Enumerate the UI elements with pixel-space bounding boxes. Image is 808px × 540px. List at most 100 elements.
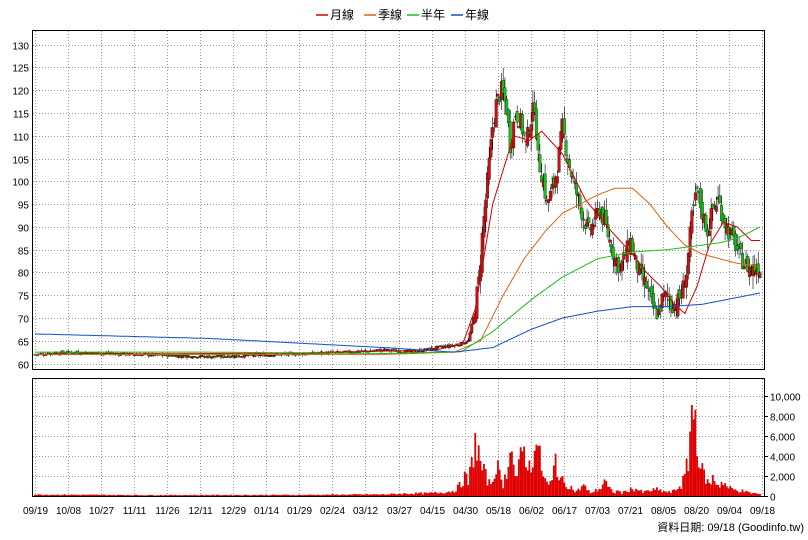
volume-bar — [741, 489, 744, 496]
volume-bar — [374, 494, 377, 496]
candle-body — [562, 118, 566, 135]
volume-bar — [724, 483, 726, 496]
candle-body — [180, 356, 184, 358]
candle-body — [190, 357, 194, 359]
volume-bar — [456, 484, 459, 496]
date-tick-label: 04/15 — [420, 506, 445, 517]
volume-bar — [498, 469, 501, 496]
volume-bar — [196, 495, 199, 496]
volume-bar — [322, 494, 325, 496]
volume-bar — [670, 493, 672, 496]
candle-body — [547, 199, 551, 203]
candle-body — [234, 355, 238, 358]
candle-body — [693, 192, 697, 201]
volume-bar — [296, 495, 298, 496]
volume-bar — [137, 495, 139, 496]
candle-body — [718, 195, 722, 204]
volume-bar — [273, 494, 276, 496]
volume-bar — [582, 484, 585, 496]
volume-bar — [603, 479, 606, 496]
volume-bar — [67, 494, 70, 496]
volume-bar — [287, 494, 290, 496]
volume-bar — [502, 488, 505, 496]
volume-bar — [95, 494, 98, 496]
candle-body — [681, 280, 685, 299]
volume-bar — [463, 471, 466, 496]
volume-bar — [722, 484, 725, 496]
volume-bar — [56, 494, 59, 496]
volume-bar — [184, 495, 187, 496]
volume-panel-frame — [32, 378, 765, 497]
volume-bar — [486, 485, 489, 496]
volume-bar — [212, 494, 215, 496]
candle-body — [209, 356, 213, 359]
volume-bar — [488, 479, 491, 496]
volume-tick-label: 2,000 — [770, 473, 795, 484]
volume-bar — [214, 495, 216, 496]
candle-body — [438, 345, 442, 347]
grid-lines — [33, 31, 764, 496]
volume-bar — [46, 494, 49, 496]
volume-bar — [310, 494, 312, 496]
volume-bar — [680, 488, 683, 496]
volume-bar — [514, 476, 517, 496]
date-tick-label: 05/18 — [486, 506, 511, 517]
legend: 月線 季線 半年 年線 — [316, 7, 489, 22]
volume-bar — [257, 495, 260, 496]
candle-body — [534, 108, 538, 140]
volume-bar — [442, 493, 445, 496]
candle-body — [522, 131, 526, 136]
candle-body — [643, 276, 647, 285]
volume-bar — [593, 491, 595, 496]
volume-bar — [44, 494, 47, 496]
volume-bar — [131, 495, 134, 496]
volume-bar — [481, 470, 484, 496]
candle-body — [604, 209, 608, 225]
volume-bar — [476, 460, 478, 496]
volume-bar — [207, 495, 209, 496]
candle-body — [506, 109, 510, 124]
volume-tick-label: 6,000 — [770, 433, 795, 444]
price-tick-label: 80 — [18, 269, 30, 280]
volume-bar — [746, 491, 749, 496]
volume-bar — [224, 494, 227, 496]
volume-bar — [128, 495, 131, 496]
volume-bar — [299, 494, 302, 496]
date-tick-label: 10/08 — [56, 506, 81, 517]
volume-bar — [512, 464, 515, 496]
candle-body — [617, 257, 620, 274]
legend-label-half: 半年 — [421, 8, 445, 22]
volume-bar — [484, 469, 487, 496]
volume-bar — [718, 487, 721, 496]
price-tick-label: 65 — [18, 338, 30, 349]
volume-bar — [518, 459, 520, 496]
volume-bar — [100, 494, 103, 496]
candle-body — [503, 87, 507, 102]
volume-bar — [608, 486, 611, 496]
volume-bar — [255, 495, 258, 496]
candle-body — [398, 351, 402, 353]
candle-body — [548, 190, 552, 201]
volume-bar — [72, 494, 75, 496]
volume-bar — [626, 491, 629, 496]
volume-bar — [79, 495, 82, 496]
volume-bar — [633, 491, 636, 496]
volume-bar — [437, 493, 440, 496]
legend-label-month: 月線 — [330, 7, 354, 22]
volume-bar — [697, 467, 700, 496]
candle-body — [631, 238, 634, 252]
volume-bar — [407, 494, 410, 496]
candle-body — [660, 293, 664, 308]
volume-bar — [200, 494, 202, 496]
volume-bar — [743, 492, 746, 496]
volume-bar — [649, 491, 651, 496]
volume-bar — [631, 489, 634, 496]
volume-bar — [699, 468, 702, 496]
volume-bar — [657, 490, 660, 496]
volume-bar — [276, 495, 279, 496]
volume-bar — [617, 490, 620, 496]
volume-bar — [327, 494, 330, 496]
volume-bar — [53, 494, 56, 496]
volume-bar — [552, 465, 555, 496]
volume-bar — [636, 490, 639, 496]
